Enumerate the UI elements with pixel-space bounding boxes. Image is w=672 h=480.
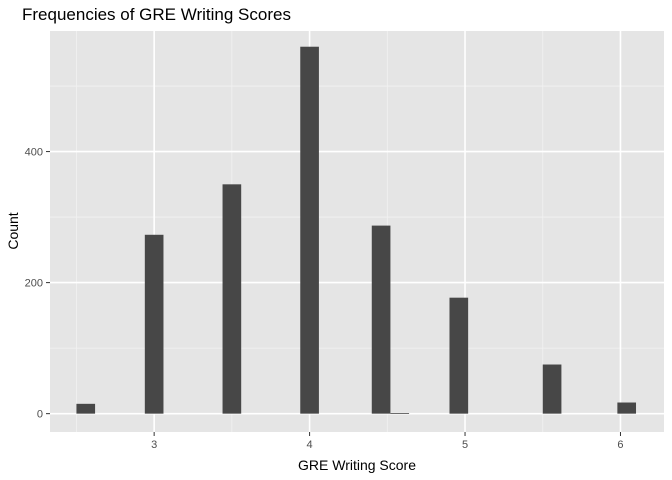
tick-labels: 3 4 5 6 0 200 400 bbox=[25, 147, 624, 451]
y-tick-label: 0 bbox=[37, 409, 43, 421]
x-axis-title: GRE Writing Score bbox=[298, 457, 416, 473]
histogram-bar bbox=[300, 46, 319, 414]
y-tick-label: 400 bbox=[25, 147, 43, 159]
histogram-bar bbox=[390, 412, 410, 414]
plot-panel bbox=[50, 31, 664, 432]
histogram-bar bbox=[617, 402, 637, 414]
histogram-bar bbox=[371, 225, 391, 414]
y-axis-title: Count bbox=[5, 212, 21, 249]
histogram-bar bbox=[222, 184, 242, 414]
x-tick-label: 4 bbox=[307, 439, 313, 451]
histogram-bar bbox=[144, 234, 164, 414]
bars bbox=[76, 46, 637, 414]
x-tick-label: 5 bbox=[462, 439, 468, 451]
histogram-bar bbox=[76, 403, 96, 414]
axis-ticks bbox=[46, 151, 621, 436]
x-tick-label: 6 bbox=[617, 439, 623, 451]
histogram-bar bbox=[542, 364, 562, 414]
y-tick-label: 200 bbox=[25, 278, 43, 290]
histogram-bar bbox=[449, 297, 469, 414]
x-tick-label: 3 bbox=[151, 439, 157, 451]
chart-title: Frequencies of GRE Writing Scores bbox=[22, 5, 291, 24]
